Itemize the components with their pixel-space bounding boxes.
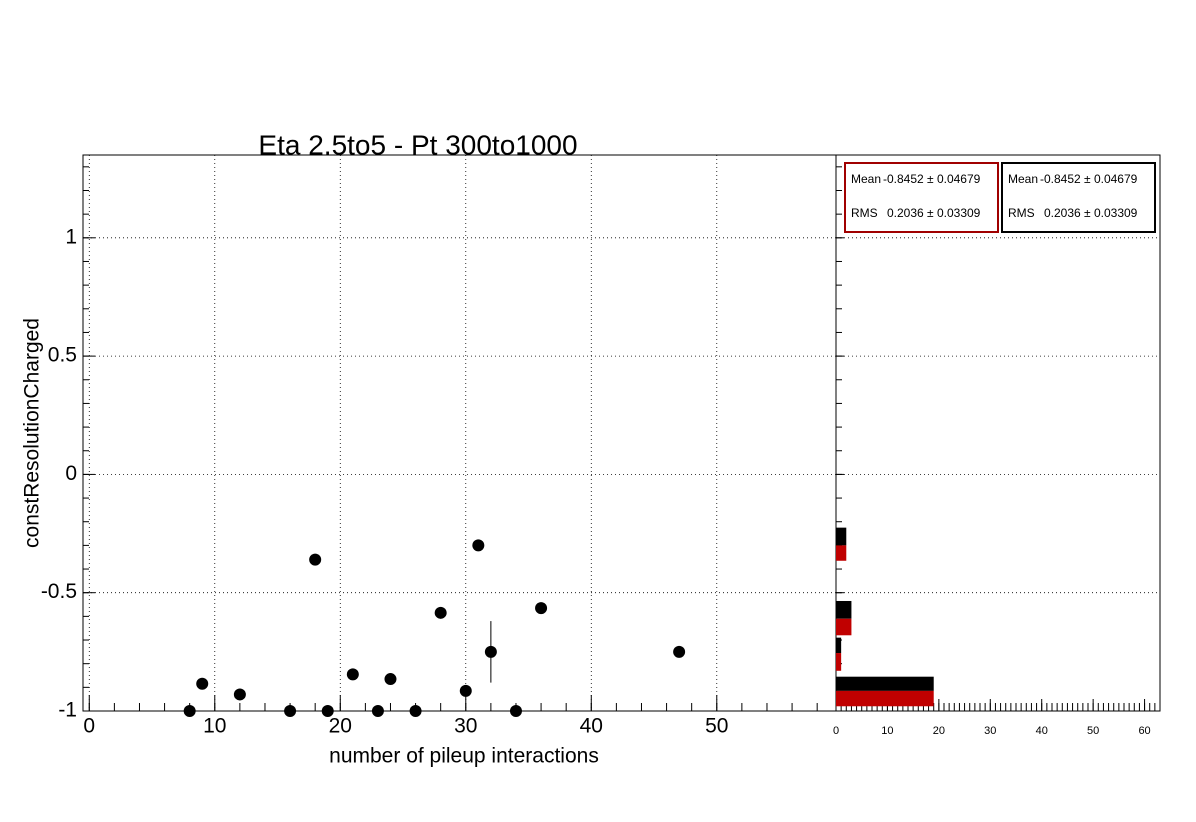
plot-frame	[82, 154, 837, 712]
histogram-bar	[836, 527, 847, 546]
data-point	[233, 688, 246, 701]
stats-label: RMS	[1008, 206, 1035, 220]
histogram-bar	[836, 637, 842, 654]
x-tick-label: 20	[329, 715, 352, 738]
data-point	[371, 705, 384, 717]
histogram-bar	[836, 690, 934, 707]
stats-box	[1001, 162, 1156, 233]
stats-label: RMS	[851, 206, 878, 220]
x-axis-label: number of pileup interactions	[329, 745, 599, 768]
stats-value: -0.8452 ± 0.04679	[1040, 172, 1138, 186]
data-point	[309, 553, 322, 566]
data-point	[434, 606, 447, 619]
x-tick-label: 60	[1138, 725, 1150, 737]
data-point	[384, 673, 397, 686]
histogram-bar	[836, 600, 852, 619]
stats-value: 0.2036 ± 0.03309	[887, 206, 981, 220]
y-tick-label: -0.5	[41, 580, 77, 603]
y-tick-label: 0	[65, 462, 77, 485]
data-point	[484, 645, 497, 658]
stats-value: -0.8452 ± 0.04679	[883, 172, 981, 186]
data-point	[409, 705, 422, 717]
x-tick-label: 30	[984, 725, 996, 737]
x-tick-label: 40	[1036, 725, 1048, 737]
data-point	[196, 677, 209, 690]
x-tick-label: 20	[933, 725, 945, 737]
data-point	[459, 684, 472, 697]
chart-title: Eta 2.5to5 - Pt 300to1000	[258, 129, 577, 160]
data-point	[284, 705, 297, 717]
x-tick-label: 10	[881, 725, 893, 737]
stats-value: 0.2036 ± 0.03309	[1044, 206, 1138, 220]
stats-label: Mean	[851, 172, 881, 186]
data-point	[673, 645, 686, 658]
data-point	[321, 705, 334, 717]
data-point	[472, 539, 485, 552]
data-point	[535, 602, 548, 615]
x-tick-label: 10	[203, 715, 226, 738]
x-tick-label: 0	[833, 725, 839, 737]
x-tick-label: 40	[580, 715, 603, 738]
histogram-bar	[836, 653, 842, 671]
x-tick-label: 0	[83, 715, 95, 738]
stats-label: Mean	[1008, 172, 1038, 186]
stats-box	[844, 162, 999, 233]
x-tick-label: 50	[1087, 725, 1099, 737]
x-tick-label: 50	[705, 715, 728, 738]
data-point	[509, 705, 522, 717]
y-tick-label: 1	[65, 225, 77, 248]
x-tick-label: 30	[454, 715, 477, 738]
y-tick-label: -1	[58, 699, 77, 722]
plot-frame	[835, 154, 1161, 712]
data-point	[346, 668, 359, 681]
data-point	[183, 705, 196, 717]
y-axis-label: constResolutionCharged	[21, 318, 44, 548]
histogram-bar	[836, 545, 847, 561]
histogram-bar	[836, 618, 852, 636]
histogram-bar	[836, 676, 934, 691]
y-tick-label: 0.5	[48, 344, 77, 367]
